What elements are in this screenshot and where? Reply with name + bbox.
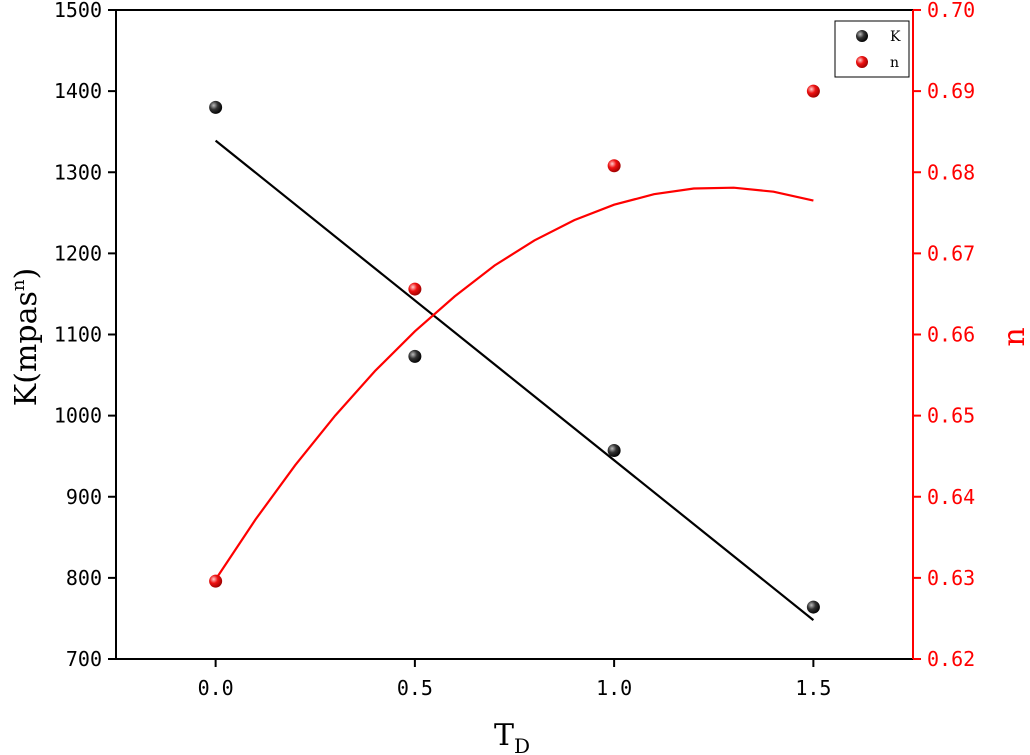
x-tick-label: 1.5 [795,676,831,700]
y-left-tick-label: 1200 [54,241,102,265]
y-left-tick-label: 1300 [54,160,102,184]
y-right-tick-label: 0.67 [927,241,975,265]
y-left-tick-label: 1400 [54,79,102,103]
y-right-tick-label: 0.66 [927,323,975,347]
point-k [408,349,422,363]
point-n [408,282,422,296]
y-left-tick-label: 800 [66,566,102,590]
point-n [209,574,223,588]
y-left-tick-label: 700 [66,647,102,671]
ticks: 0.0 0.5 1.0 1.5 700 800 900 1000 1100 1200 1300 140… [54,0,975,700]
legend-label-n: n [890,55,899,71]
y-right-tick-label: 0.63 [927,566,975,590]
y-left-tick-label: 900 [66,485,102,509]
point-k [209,100,223,114]
fit-line-k [214,139,815,621]
x-tick-label: 1.0 [596,676,632,700]
x-axis-title: TD [494,718,530,755]
point-k [607,444,621,458]
y-right-tick-label: 0.69 [927,79,975,103]
y-left-axis-title: K(mpasn) [8,268,44,406]
y-right-tick-label: 0.68 [927,160,975,184]
point-n [806,84,820,98]
data-points [209,84,820,614]
y-right-axis-title: n [997,327,1030,346]
y-left-tick-label: 1000 [54,404,102,428]
legend: K n [834,20,910,78]
x-tick-label: 0.0 [198,676,234,700]
y-right-tick-label: 0.70 [927,0,975,22]
point-n [607,159,621,173]
x-tick-label: 0.5 [397,676,433,700]
y-right-tick-label: 0.62 [927,647,975,671]
y-right-tick-label: 0.64 [927,485,975,509]
fit-lines [214,139,815,621]
point-k [806,600,820,614]
fit-line-n [214,186,814,581]
plot-frame [115,9,914,660]
legend-marker-n [856,56,868,68]
y-right-tick-label: 0.65 [927,404,975,428]
legend-marker-k [856,30,868,42]
legend-label-k: K [890,29,901,45]
y-left-tick-label: 1100 [54,323,102,347]
y-left-tick-label: 1500 [54,0,102,22]
